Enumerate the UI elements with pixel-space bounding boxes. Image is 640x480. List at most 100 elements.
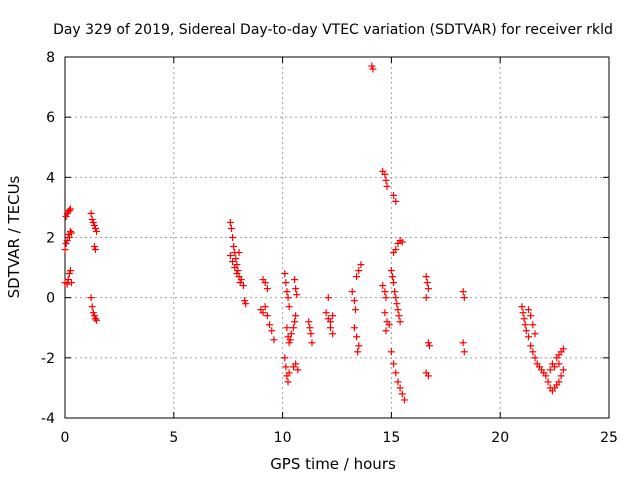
data-point [392,197,400,205]
data-point [261,303,269,311]
data-point [527,342,535,350]
data-point [283,288,291,296]
data-point [289,324,297,332]
data-point [63,280,71,288]
data-point [91,315,99,323]
data-point [383,182,391,190]
data-point [242,300,250,308]
data-point [268,327,276,335]
data-point [398,238,406,246]
data-point [64,276,72,284]
data-point [263,285,271,293]
data-point [559,366,567,374]
data-point [285,303,293,311]
data-point [66,267,74,275]
data-point [400,396,408,404]
data-point [230,243,238,251]
data-point [236,279,244,287]
data-point [237,276,245,284]
data-point [422,273,430,281]
data-point [270,336,278,344]
y-tick-label: -4 [41,411,55,427]
data-point [284,378,292,386]
data-point [231,264,239,272]
x-tick-label: 15 [382,430,400,446]
data-point [88,303,96,311]
data-point [390,249,398,257]
y-axis-label: SDTVAR / TECUs [5,175,23,298]
data-point [555,360,563,368]
data-point [350,297,358,305]
data-point [291,276,299,284]
data-point [396,384,404,392]
data-point [369,65,377,73]
data-point [241,297,249,305]
data-point [306,324,314,332]
data-point [90,312,98,320]
data-point [424,339,432,347]
data-point [381,170,389,178]
data-point [382,294,390,302]
data-point [282,279,290,287]
x-tick-label: 5 [169,430,178,446]
data-point [305,318,313,326]
data-point [382,327,390,335]
data-point [460,294,468,302]
data-point [559,345,567,353]
x-axis-label: GPS time / hours [270,455,396,473]
data-point [326,324,334,332]
data-point [518,303,526,311]
data-point [65,270,73,278]
data-point [531,330,539,338]
data-point [544,378,552,386]
data-point [329,330,337,338]
data-point [62,240,70,248]
data-point [87,294,95,302]
data-point [66,205,74,213]
data-point [329,312,337,320]
data-point [91,246,99,254]
data-point [529,321,537,329]
data-point [424,372,432,380]
data-point [281,354,289,362]
data-point [91,224,99,232]
data-point [524,333,532,341]
y-tick-label: 4 [46,170,55,186]
data-point [266,321,274,329]
data-point [381,288,389,296]
data-point [227,224,235,232]
data-point [394,378,402,386]
data-point [390,279,398,287]
data-point [522,327,530,335]
data-point [355,267,363,275]
data-point [379,282,387,290]
data-point [61,246,69,254]
data-point [354,348,362,356]
data-point [261,279,269,287]
data-point [392,294,400,302]
data-point [424,285,432,293]
data-point [282,363,290,371]
data-point [281,270,289,278]
data-point [529,348,537,356]
data-point [229,258,237,266]
data-point [324,294,332,302]
data-point [387,348,395,356]
data-point [93,227,101,235]
data-point [89,309,97,317]
data-point [235,249,243,257]
data-point [322,309,330,317]
y-tick-label: 8 [46,50,55,66]
data-point [292,285,300,293]
chart-title: Day 329 of 2019, Sidereal Day-to-day VTE… [53,22,613,38]
data-point [388,273,396,281]
data-point [239,282,247,290]
data-point [357,261,365,269]
data-point [390,191,398,199]
data-point [62,212,70,220]
data-point [519,309,527,317]
y-tick-label: 6 [46,110,55,126]
data-point [353,273,361,281]
data-point [390,360,398,368]
